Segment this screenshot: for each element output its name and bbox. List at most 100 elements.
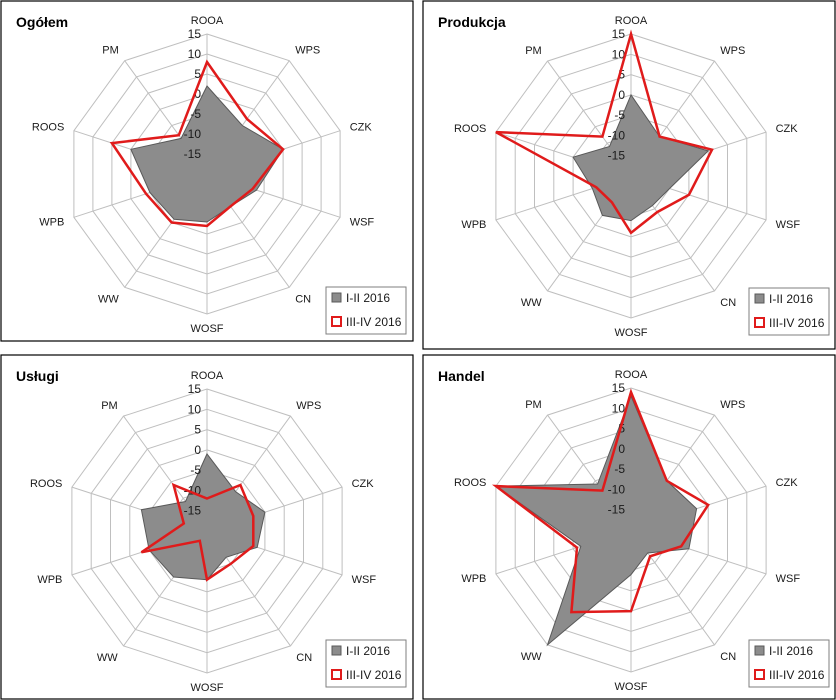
category-label-ww: WW [521,297,542,309]
category-label-czk: CZK [776,123,799,135]
legend: I-II 2016 III-IV 2016 [748,639,830,688]
legend-label-i-ii-2016: I-II 2016 [769,644,813,658]
radial-tick-label: 0 [618,442,625,456]
radar-panel-uslugi: 151050-5-10-15ROOAWPSCZKWSFCNWOSFWWWPBRO… [0,354,414,700]
legend-swatch-iii-iv-2016 [754,669,765,680]
category-label-rooa: ROOA [615,15,648,27]
category-label-roos: ROOS [454,477,486,489]
category-label-wosf: WOSF [615,327,648,339]
radial-tick-label: -10 [608,482,626,496]
legend-label-iii-iv-2016: III-IV 2016 [346,315,402,329]
category-label-wsf: WSF [352,574,377,586]
category-label-roos: ROOS [32,121,64,133]
category-label-wpb: WPB [37,574,62,586]
radial-tick-label: -5 [614,462,625,476]
legend-label-iii-iv-2016: III-IV 2016 [769,316,825,330]
radial-tick-label: 10 [612,47,626,61]
legend: I-II 2016 III-IV 2016 [325,639,407,688]
panel-title: Handel [438,368,485,384]
radial-tick-label: 5 [618,422,625,436]
legend-swatch-iii-iv-2016 [754,317,765,328]
category-label-wsf: WSF [776,219,801,231]
category-label-czk: CZK [352,478,375,490]
radial-tick-label: 5 [194,67,201,81]
radial-tick-label: -5 [190,107,201,121]
radial-tick-label: -15 [184,147,202,161]
radial-tick-label: 10 [188,402,202,416]
category-label-roos: ROOS [30,478,62,490]
category-label-wosf: WOSF [191,682,224,694]
category-label-cn: CN [720,297,736,309]
series-i-ii-2016-area [130,85,284,223]
radial-tick-label: -15 [608,503,626,517]
series-iii-iv-2016-line [495,29,714,235]
category-label-wps: WPS [295,44,320,56]
legend-swatch-iii-iv-2016 [331,316,342,327]
category-label-czk: CZK [350,121,373,133]
legend-swatch-i-ii-2016 [754,645,765,656]
panel-title: Usługi [16,368,59,384]
category-label-cn: CN [296,652,312,664]
category-label-wps: WPS [296,400,321,412]
radial-tick-label: -10 [608,128,626,142]
radial-tick-label: 5 [618,68,625,82]
radial-tick-label: -5 [190,463,201,477]
legend: I-II 2016 III-IV 2016 [748,287,830,336]
category-label-cn: CN [295,294,311,306]
category-label-ww: WW [521,651,542,663]
category-label-rooa: ROOA [191,15,224,27]
category-label-wsf: WSF [776,573,801,585]
category-label-pm: PM [525,399,542,411]
legend-label-i-ii-2016: I-II 2016 [346,644,390,658]
radial-tick-label: -10 [184,127,202,141]
category-label-pm: PM [101,400,118,412]
legend-swatch-i-ii-2016 [754,293,765,304]
category-label-wpb: WPB [461,573,486,585]
radial-tick-label: 0 [194,87,201,101]
radar-panel-handel: 15 10 5 0 -5 -10 -15 ROOA WPS CZK WSF CN WOSF WW WPB RO… [422,354,836,700]
category-label-wpb: WPB [39,217,64,229]
legend-label-i-ii-2016: I-II 2016 [346,291,390,305]
radial-tick-label: 15 [188,27,202,41]
legend-swatch-i-ii-2016 [331,292,342,303]
radial-tick-label: 10 [612,401,626,415]
category-label-roos: ROOS [454,123,486,135]
legend-label-i-ii-2016: I-II 2016 [769,292,813,306]
category-label-rooa: ROOA [615,369,648,381]
radar-panel-ogolem: 15 10 5 0 -5 -10 -15 ROOA WPS CZK WSF CN WOSF WW WPB RO… [0,0,414,342]
radial-tick-label: 0 [194,443,201,457]
category-label-pm: PM [102,44,119,56]
series-i-ii-2016-area [572,93,710,222]
series-iii-iv-2016-line [140,482,255,582]
legend: I-II 2016 III-IV 2016 [325,286,407,335]
panel-title: Ogółem [16,14,68,30]
radial-tick-label: -15 [184,504,202,518]
radial-tick-label: 15 [188,382,202,396]
category-label-wosf: WOSF [191,323,224,335]
radial-tick-label: -5 [614,108,625,122]
radial-tick-label: 0 [618,88,625,102]
category-label-pm: PM [525,45,542,57]
category-label-wps: WPS [720,399,745,411]
series-iii-iv-2016-line [491,388,710,614]
radar-panel-produkcja: 15 10 5 0 -5 -10 -15 ROOA WPS CZK WSF CN WOSF WW WPB RO… [422,0,836,350]
category-label-ww: WW [98,294,119,306]
category-label-wpb: WPB [461,219,486,231]
category-label-rooa: ROOA [191,370,224,382]
category-label-wsf: WSF [350,217,375,229]
category-label-wosf: WOSF [615,681,648,693]
radial-tick-label: 15 [612,27,626,41]
legend-label-iii-iv-2016: III-IV 2016 [346,668,402,682]
radial-tick-label: 5 [194,423,201,437]
legend-label-iii-iv-2016: III-IV 2016 [769,668,825,682]
legend-swatch-i-ii-2016 [331,645,342,656]
category-label-wps: WPS [720,45,745,57]
radial-tick-label: 15 [612,381,626,395]
category-label-cn: CN [720,651,736,663]
category-label-czk: CZK [776,477,799,489]
legend-swatch-iii-iv-2016 [331,669,342,680]
radial-tick-label: -15 [608,149,626,163]
category-label-ww: WW [97,652,118,664]
radial-tick-label: 10 [188,47,202,61]
series-i-ii-2016-area [494,394,698,647]
